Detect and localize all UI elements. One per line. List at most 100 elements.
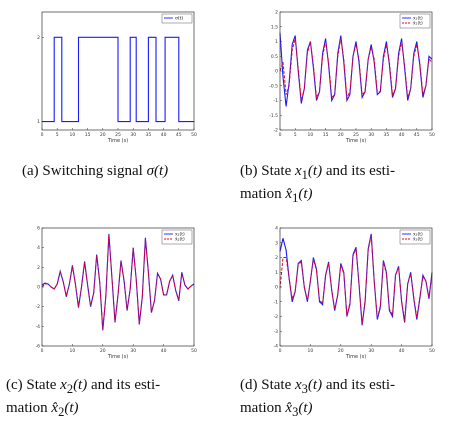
legend-label: x₃(t) bbox=[413, 232, 423, 238]
x-tick-label: 5 bbox=[56, 132, 59, 138]
y-tick-label: 2 bbox=[275, 10, 278, 16]
series-line-true bbox=[41, 233, 195, 331]
x-tick-label: 15 bbox=[323, 132, 329, 138]
caption-b-mid: and its esti- bbox=[322, 163, 395, 179]
figure-panel-d: 0 10 20 30 40 50 -4 -3 -2 -1 0 1 2 3 4 Time (s) x₃(t) x̂₃… bbox=[258, 222, 443, 362]
x-tick-label: 20 bbox=[100, 132, 106, 138]
caption-d-line1: (d) State x3(t) and its esti- bbox=[240, 376, 452, 399]
caption-c: (c) State x2(t) and its esti- mation x̂2… bbox=[6, 376, 228, 422]
legend-label: x₁(t) bbox=[413, 16, 423, 22]
x-tick-label: 50 bbox=[191, 348, 197, 354]
x-tick-label: 45 bbox=[414, 132, 420, 138]
caption-d-line2-text: mation bbox=[240, 400, 286, 416]
y-tick-label: 4 bbox=[37, 245, 40, 251]
y-tick-label: 1.5 bbox=[271, 24, 278, 30]
x-tick-label: 40 bbox=[399, 132, 405, 138]
y-tick-label: 0.5 bbox=[271, 54, 278, 60]
chart-switching-signal: 0 5 10 15 20 25 30 35 40 45 50 1 2 Time (s) σ(t) bbox=[37, 11, 197, 144]
y-tick-label: 4 bbox=[275, 226, 278, 232]
caption-a-label: (a) Switching signal bbox=[22, 163, 147, 179]
caption-c-sub: 2 bbox=[66, 382, 74, 396]
caption-d-sub: 3 bbox=[301, 382, 308, 396]
caption-c-var2: x̂ bbox=[51, 400, 59, 416]
legend-box bbox=[399, 13, 431, 29]
x-tick-label: 10 bbox=[308, 348, 314, 354]
x-tick-label: 15 bbox=[85, 132, 91, 138]
caption-b-arg: (t) bbox=[307, 163, 323, 179]
x-tick-label: 50 bbox=[429, 132, 435, 138]
figure-panel-c: 0 10 20 30 40 50 -6 -4 -2 0 2 4 6 Time (s) x₂(t) x̂₂(t) bbox=[20, 222, 205, 362]
y-tick-label: -0.5 bbox=[269, 83, 278, 89]
x-axis-label: Time (s) bbox=[345, 354, 366, 360]
y-tick-label: 1 bbox=[275, 270, 278, 276]
caption-b: (b) State x1(t) and its esti- mation x̂1… bbox=[240, 162, 452, 208]
caption-a-math: σ(t) bbox=[146, 163, 169, 179]
caption-d-line2: mation x̂3(t) bbox=[240, 399, 452, 422]
caption-d-arg2: (t) bbox=[298, 400, 313, 416]
caption-c-sub2: 2 bbox=[58, 405, 65, 419]
caption-b-var2: x̂ bbox=[285, 186, 293, 202]
x-tick-label: 0 bbox=[41, 132, 44, 138]
legend-box bbox=[399, 229, 431, 245]
caption-b-sub: 1 bbox=[301, 168, 308, 182]
legend-label: σ(t) bbox=[175, 16, 183, 22]
caption-c-label: (c) State bbox=[6, 377, 61, 393]
caption-c-mid: and its esti- bbox=[87, 377, 161, 393]
chart-state-x3: 0 10 20 30 40 50 -4 -3 -2 -1 0 1 2 3 4 Time (s) x₃(t)x̂₃… bbox=[274, 226, 435, 361]
caption-d-arg: (t) bbox=[307, 377, 323, 393]
x-tick-label: 0 bbox=[279, 132, 282, 138]
caption-c-line2-text: mation bbox=[6, 400, 52, 416]
x-tick-label: 0 bbox=[41, 348, 44, 354]
y-tick-label: 0 bbox=[37, 285, 40, 291]
y-tick-label: -1.5 bbox=[269, 113, 278, 119]
series-line-estimate bbox=[41, 234, 195, 330]
legend-label: x₂(t) bbox=[175, 232, 185, 238]
x-tick-label: 30 bbox=[130, 132, 136, 138]
y-tick-label: 2 bbox=[37, 35, 40, 41]
x-tick-label: 35 bbox=[384, 132, 390, 138]
caption-d-var: x bbox=[294, 377, 302, 393]
plot-frame bbox=[279, 11, 433, 131]
y-tick-label: -1 bbox=[274, 299, 279, 305]
legend-box bbox=[161, 229, 193, 245]
caption-c-line1: (c) State x2(t) and its esti- bbox=[6, 376, 228, 399]
x-tick-label: 35 bbox=[146, 132, 152, 138]
y-tick-label: -2 bbox=[36, 304, 41, 310]
caption-b-sub2: 1 bbox=[292, 191, 299, 205]
caption-b-line1: (b) State x1(t) and its esti- bbox=[240, 162, 452, 185]
x-tick-label: 40 bbox=[161, 348, 167, 354]
caption-c-arg: (t) bbox=[73, 377, 88, 393]
x-tick-label: 30 bbox=[368, 132, 374, 138]
x-tick-label: 10 bbox=[70, 348, 76, 354]
x-tick-label: 20 bbox=[338, 132, 344, 138]
caption-b-label: (b) State bbox=[240, 163, 295, 179]
x-axis-label: Time (s) bbox=[107, 138, 128, 144]
y-tick-label: -3 bbox=[274, 329, 279, 335]
series-line-true bbox=[42, 36, 194, 123]
figure-panel-b: 0 5 10 15 20 25 30 35 40 45 50 -2 -1.5 -1 -0.5 0 0.5 1 1.5… bbox=[258, 6, 443, 146]
series-line-estimate bbox=[279, 235, 433, 324]
x-tick-label: 50 bbox=[429, 348, 435, 354]
y-tick-label: 2 bbox=[37, 265, 40, 271]
caption-d-sub2: 3 bbox=[292, 405, 299, 419]
x-tick-label: 50 bbox=[191, 132, 197, 138]
caption-b-arg2: (t) bbox=[298, 186, 313, 202]
caption-d-label: (d) State bbox=[240, 377, 295, 393]
y-tick-label: 1 bbox=[37, 119, 40, 125]
x-tick-label: 10 bbox=[308, 132, 314, 138]
figure-panel-a: 0 5 10 15 20 25 30 35 40 45 50 1 2 Time (s) σ(t) bbox=[20, 6, 205, 146]
x-tick-label: 30 bbox=[130, 348, 136, 354]
caption-c-arg2: (t) bbox=[64, 400, 79, 416]
x-tick-label: 45 bbox=[176, 132, 182, 138]
x-tick-label: 20 bbox=[100, 348, 106, 354]
x-axis-label: Time (s) bbox=[107, 354, 128, 360]
y-tick-label: 1 bbox=[275, 39, 278, 45]
caption-d: (d) State x3(t) and its esti- mation x̂3… bbox=[240, 376, 452, 422]
chart-state-x2: 0 10 20 30 40 50 -6 -4 -2 0 2 4 6 Time (s) x₂(t)x̂₂(t) bbox=[36, 226, 197, 361]
x-tick-label: 0 bbox=[279, 348, 282, 354]
y-tick-label: -2 bbox=[274, 128, 279, 134]
x-tick-label: 40 bbox=[161, 132, 167, 138]
y-tick-label: 2 bbox=[275, 255, 278, 261]
x-tick-label: 10 bbox=[70, 132, 76, 138]
legend-label: x̂₃(t) bbox=[413, 237, 423, 243]
